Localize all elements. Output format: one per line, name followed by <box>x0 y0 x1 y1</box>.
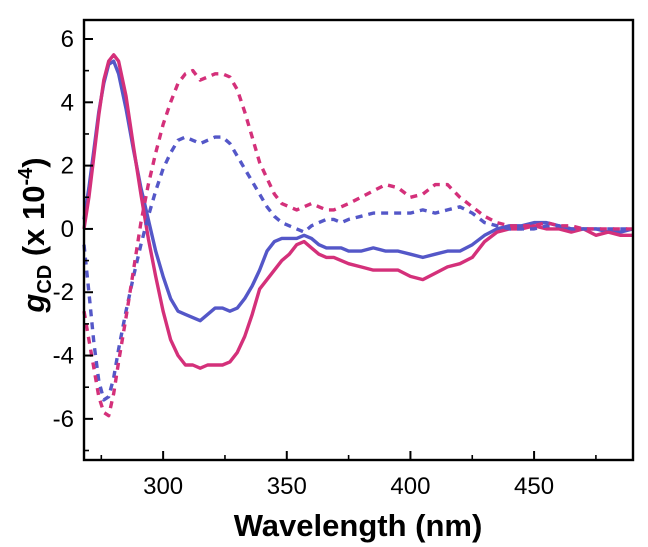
y-axis-symbol: g <box>16 294 51 314</box>
series-line-4 <box>82 68 633 418</box>
y-tick-label: 4 <box>61 89 74 116</box>
y-tick-label: 0 <box>61 216 74 243</box>
y-axis-title: gCD (x 10-4) <box>15 157 56 313</box>
x-tick-label: 300 <box>143 473 183 500</box>
y-tick-label: 2 <box>61 153 74 180</box>
tick-layer: 300 350 400 450 -6 -4 -2 0 2 4 6 <box>53 26 597 500</box>
y-tick-label: 6 <box>61 26 74 53</box>
y-axis-subscript: CD <box>34 265 56 294</box>
y-tick-label: -2 <box>53 279 74 306</box>
x-tick-label: 400 <box>390 473 430 500</box>
y-axis-exponent: -4 <box>15 167 37 186</box>
series-layer <box>82 53 634 418</box>
x-axis-title: Wavelength (nm) <box>234 508 483 543</box>
x-tick-label: 350 <box>267 473 307 500</box>
y-axis-unit-suffix: ) <box>16 157 51 167</box>
x-tick-label: 450 <box>514 473 554 500</box>
series-line-3 <box>82 135 633 402</box>
y-tick-label: -4 <box>53 343 74 370</box>
y-axis-unit-prefix: (x 10 <box>16 186 51 265</box>
plot-frame <box>82 18 635 462</box>
y-tick-label: -6 <box>53 406 74 433</box>
